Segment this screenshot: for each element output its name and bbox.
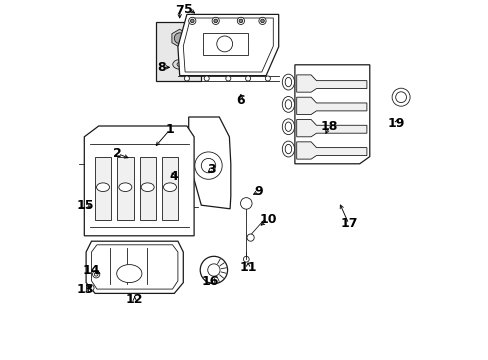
Ellipse shape [141, 183, 154, 192]
Circle shape [245, 76, 250, 81]
Ellipse shape [285, 100, 291, 109]
Text: 8: 8 [157, 61, 165, 74]
Text: 11: 11 [239, 261, 256, 274]
Ellipse shape [285, 144, 291, 154]
Polygon shape [296, 120, 366, 137]
Text: 7: 7 [175, 4, 183, 17]
Circle shape [194, 152, 222, 179]
Text: 15: 15 [77, 199, 94, 212]
Ellipse shape [285, 122, 291, 131]
Text: 10: 10 [259, 213, 276, 226]
Text: 13: 13 [77, 283, 94, 296]
Circle shape [395, 92, 406, 103]
Text: 6: 6 [236, 94, 244, 107]
Polygon shape [172, 29, 187, 47]
Polygon shape [84, 126, 194, 236]
Circle shape [188, 17, 196, 24]
Ellipse shape [177, 62, 184, 67]
Polygon shape [296, 75, 366, 92]
Bar [162, 157, 178, 220]
Bar [117, 157, 133, 220]
Circle shape [201, 158, 215, 173]
Circle shape [94, 273, 98, 276]
Circle shape [204, 76, 209, 81]
Circle shape [243, 256, 249, 262]
Circle shape [260, 19, 264, 23]
Circle shape [172, 155, 190, 173]
Text: 2: 2 [113, 147, 122, 160]
Text: 17: 17 [340, 217, 357, 230]
Ellipse shape [285, 77, 291, 87]
Polygon shape [294, 65, 369, 164]
Ellipse shape [282, 141, 294, 157]
Ellipse shape [282, 96, 294, 112]
Circle shape [207, 264, 220, 276]
Circle shape [216, 36, 232, 52]
Ellipse shape [96, 183, 109, 192]
Polygon shape [296, 97, 366, 114]
Circle shape [391, 88, 409, 106]
Text: 9: 9 [254, 185, 263, 198]
Text: 5: 5 [184, 3, 193, 15]
Circle shape [239, 19, 242, 23]
Circle shape [174, 33, 185, 44]
Ellipse shape [172, 59, 189, 69]
Ellipse shape [163, 183, 176, 192]
Circle shape [184, 76, 189, 81]
Circle shape [190, 19, 194, 23]
Ellipse shape [134, 147, 162, 181]
Circle shape [225, 76, 230, 81]
Circle shape [200, 256, 227, 284]
Circle shape [246, 234, 254, 241]
Circle shape [258, 17, 265, 24]
Text: 3: 3 [206, 163, 215, 176]
Text: 14: 14 [82, 264, 100, 277]
Circle shape [237, 17, 244, 24]
Bar [203, 33, 247, 55]
Ellipse shape [119, 183, 132, 192]
Circle shape [265, 76, 270, 81]
Ellipse shape [125, 137, 170, 191]
Text: 4: 4 [169, 170, 178, 183]
Ellipse shape [282, 74, 294, 90]
Ellipse shape [117, 265, 142, 283]
Polygon shape [188, 117, 230, 209]
Circle shape [92, 271, 100, 278]
Circle shape [87, 284, 94, 292]
Polygon shape [178, 14, 278, 76]
Circle shape [176, 159, 185, 168]
Circle shape [213, 19, 217, 23]
Ellipse shape [142, 157, 153, 171]
Text: 12: 12 [126, 293, 143, 306]
Text: 16: 16 [201, 275, 219, 288]
Circle shape [212, 17, 219, 24]
Text: 18: 18 [320, 120, 337, 132]
Text: 19: 19 [387, 117, 404, 130]
Bar [95, 157, 111, 220]
Polygon shape [296, 142, 366, 159]
Circle shape [117, 155, 125, 163]
Ellipse shape [282, 119, 294, 135]
Text: 1: 1 [165, 123, 174, 136]
Bar [140, 157, 156, 220]
Bar [156, 22, 201, 81]
Circle shape [240, 198, 251, 209]
Polygon shape [86, 241, 183, 293]
